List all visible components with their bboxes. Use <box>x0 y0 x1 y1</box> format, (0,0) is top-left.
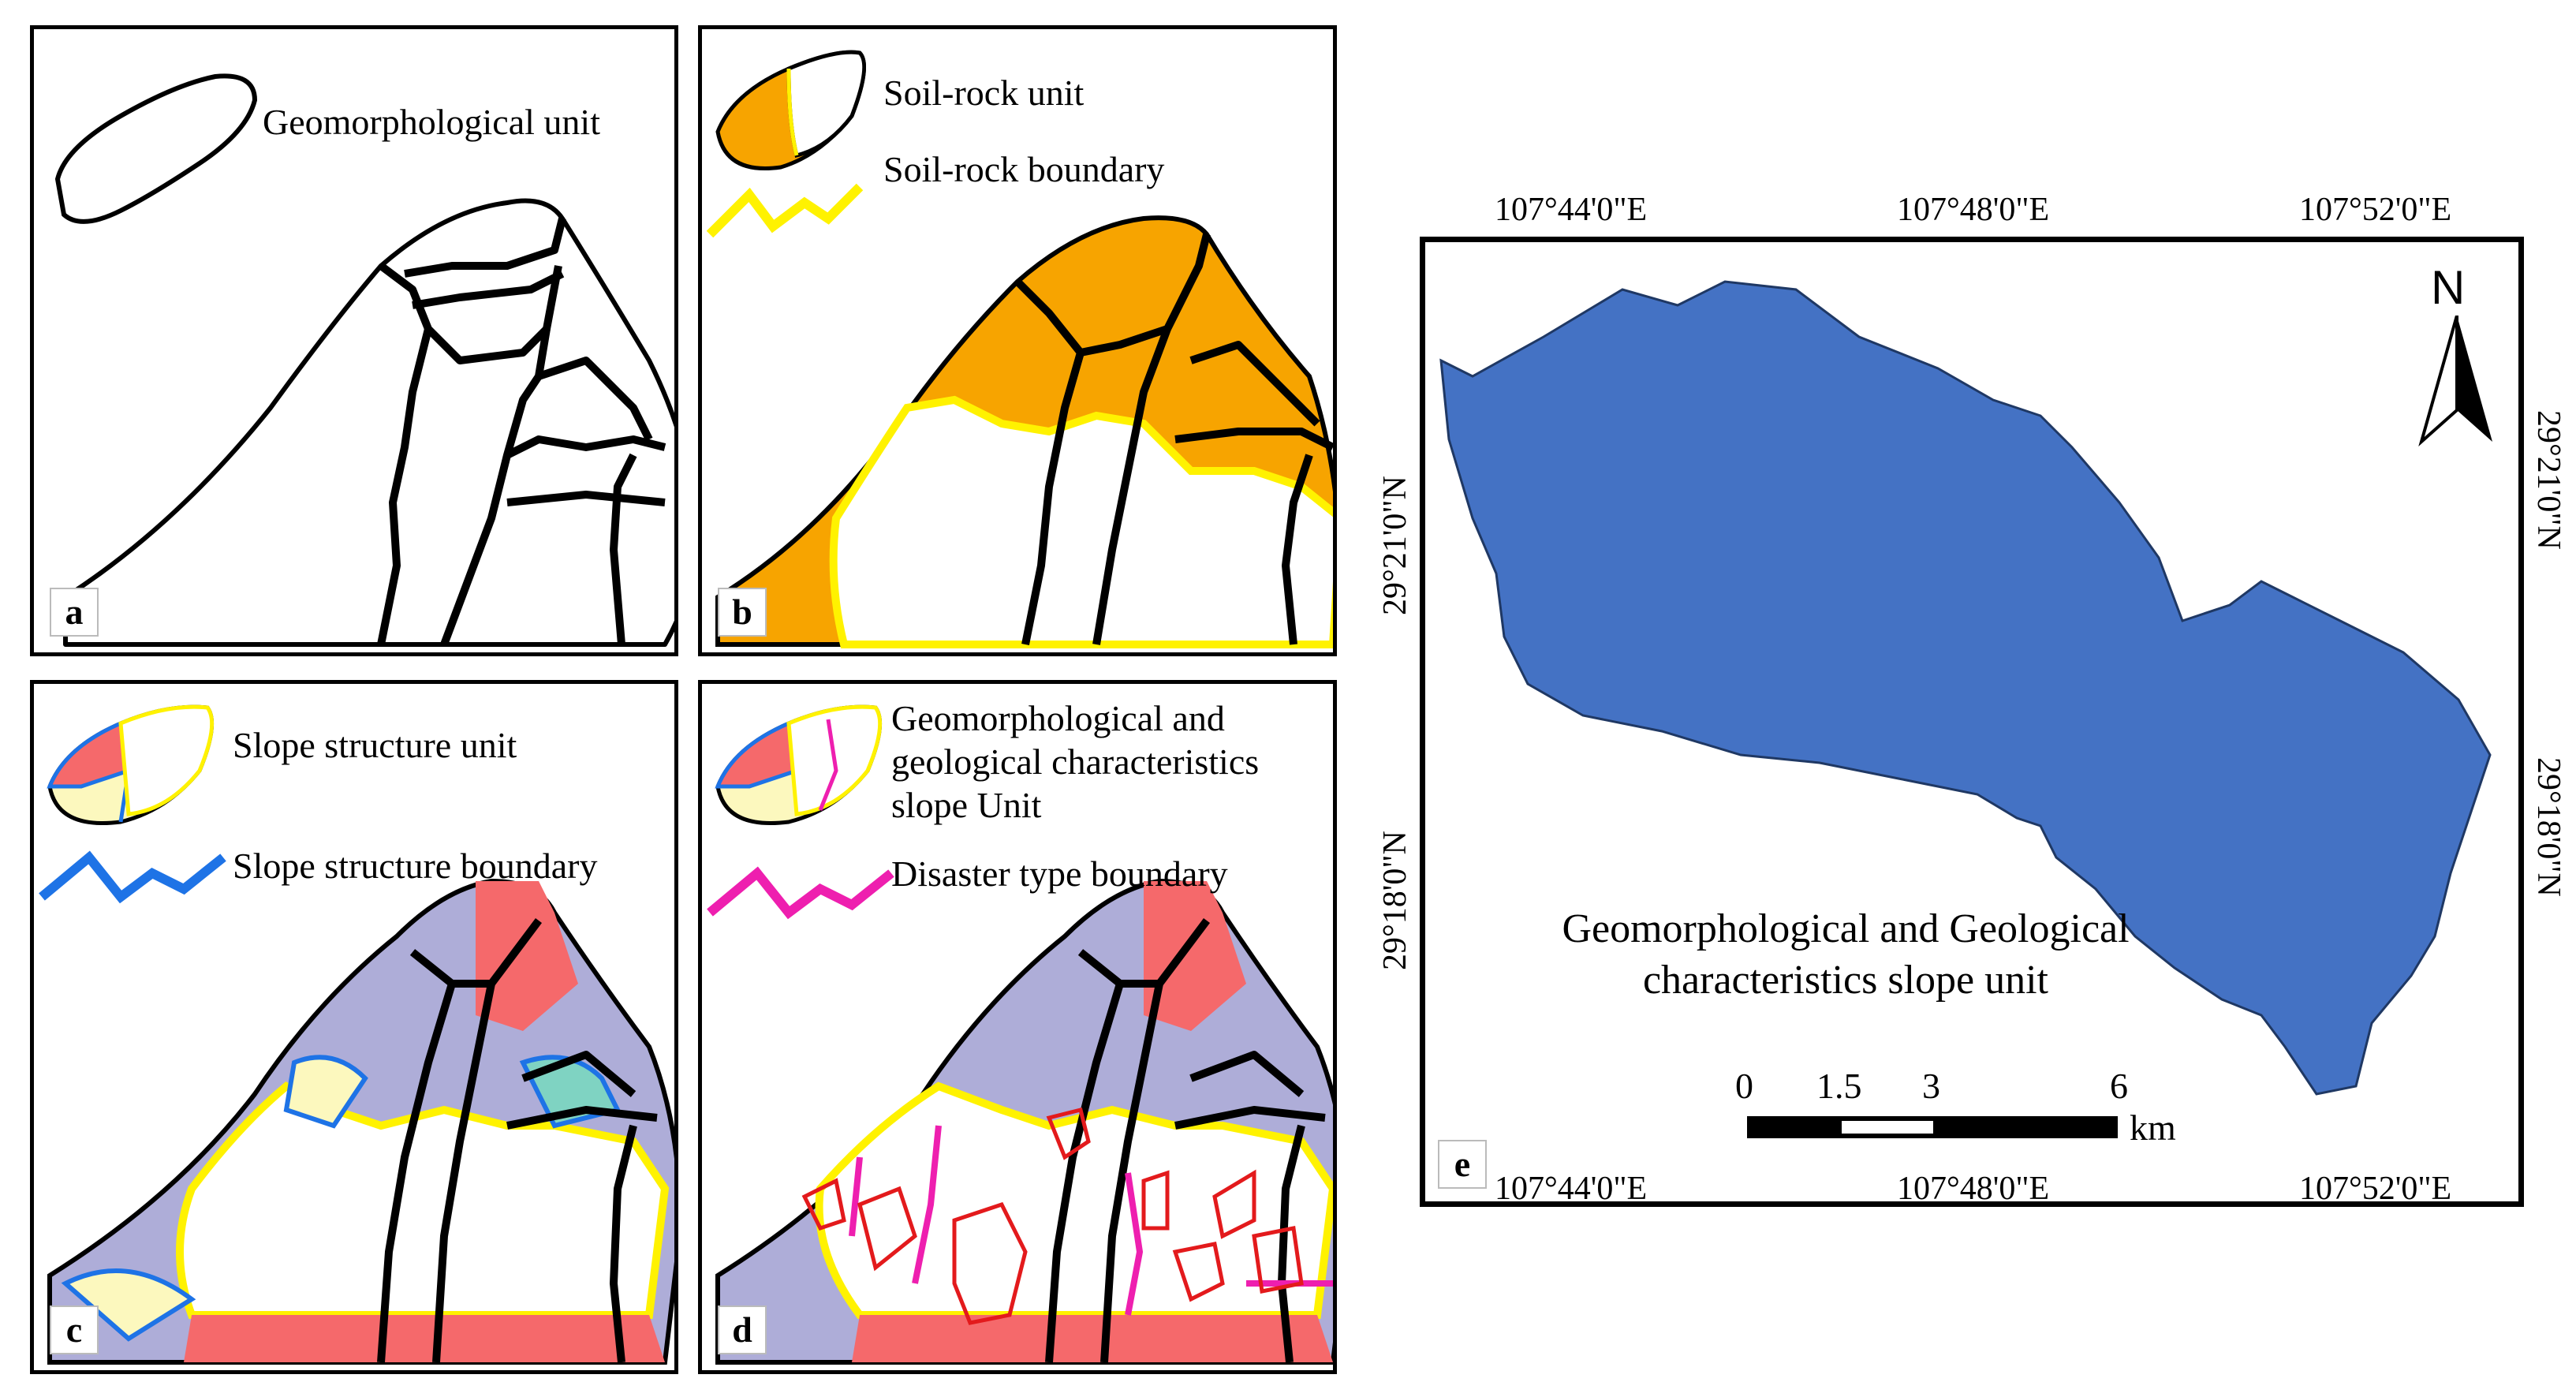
map-title-line-2: characteristics slope unit <box>1642 958 2049 1003</box>
map-frame: e <box>1420 237 2524 1207</box>
panel-a-label: a <box>50 588 99 637</box>
scale-bar <box>1747 1116 2118 1138</box>
panel-a-legend-1: Geomorphological unit <box>263 102 600 142</box>
scale-tick-1: 1.5 <box>1816 1066 1862 1106</box>
disaster-boundary-legend <box>707 866 894 920</box>
panel-b-label: b <box>718 588 767 637</box>
panel-d: Geomorphological and geological characte… <box>698 680 1337 1374</box>
soil-rock-legend-symbol <box>715 50 867 170</box>
north-label: N <box>2431 261 2466 314</box>
panel-d-legend-3: slope Unit <box>891 785 1042 825</box>
panel-c: Slope structure unit Slope structure bou… <box>30 680 678 1374</box>
panel-c-legend-1: Slope structure unit <box>233 725 517 765</box>
panel-a-diagram <box>54 73 674 647</box>
panel-e: e <box>1420 189 2536 1207</box>
map-bottom-coord-3: 107°52'0"E <box>2299 1171 2452 1207</box>
scale-bar-white-segment <box>1842 1121 1933 1134</box>
north-arrow: N <box>2414 260 2500 450</box>
scale-tick-3: 6 <box>2110 1066 2128 1106</box>
map-left-coord-2: 29°18'0"N <box>1377 831 1413 970</box>
map-left-coord-1: 29°21'0"N <box>1377 476 1413 615</box>
panel-d-legend-4: Disaster type boundary <box>891 854 1228 894</box>
panel-d-label: d <box>718 1305 767 1354</box>
panel-c-legend-2: Slope structure boundary <box>233 846 598 886</box>
panel-d-diagram <box>707 704 1333 1365</box>
map-right-coord-1: 29°21'0"N <box>2530 410 2567 550</box>
slope-structure-boundary-legend <box>39 850 226 904</box>
geomorph-legend-symbol <box>54 73 258 224</box>
panel-d-legend-1: Geomorphological and <box>891 698 1225 738</box>
scale-unit: km <box>2130 1108 2176 1148</box>
map-title: Geomorphological and Geological characte… <box>1435 903 2256 1006</box>
slope-structure-legend-symbol <box>47 704 215 826</box>
panel-a: Geomorphological unit a <box>30 25 678 656</box>
panel-b: Soil-rock unit Soil-rock boundary b <box>698 25 1337 656</box>
gg-slope-unit-legend-symbol <box>715 704 883 826</box>
map-top-coord-2: 107°48'0"E <box>1897 192 2050 228</box>
panel-c-diagram <box>39 704 674 1365</box>
panel-d-legend-2: geological characteristics <box>891 741 1260 782</box>
panel-e-label: e <box>1438 1140 1487 1189</box>
disaster-polygons <box>801 1107 1304 1325</box>
map-title-line-1: Geomorphological and Geological <box>1562 906 2130 951</box>
map-slope-units <box>1439 280 2492 1096</box>
slope-outline <box>63 198 674 647</box>
scale-tick-2: 3 <box>1922 1066 1940 1106</box>
disaster-type-diagram <box>715 878 1333 1365</box>
panel-b-legend-2: Soil-rock boundary <box>883 149 1165 189</box>
map-top-coord-3: 107°52'0"E <box>2299 192 2452 228</box>
map-bottom-coord-2: 107°48'0"E <box>1897 1171 2050 1207</box>
scale-tick-0: 0 <box>1735 1066 1753 1106</box>
north-arrow-icon <box>2418 316 2492 447</box>
slope-structure-diagram <box>47 878 674 1365</box>
map-right-coord-2: 29°18'0"N <box>2530 757 2567 897</box>
geomorph-boundaries <box>377 217 666 646</box>
soil-rock-boundary-legend <box>706 183 864 238</box>
map-top-coord-1: 107°44'0"E <box>1495 192 1648 228</box>
panel-c-label: c <box>50 1305 99 1354</box>
map-bottom-coord-1: 107°44'0"E <box>1495 1171 1648 1207</box>
panel-b-legend-1: Soil-rock unit <box>883 73 1085 113</box>
soil-rock-diagram <box>715 215 1333 648</box>
panel-b-diagram <box>706 50 1333 648</box>
